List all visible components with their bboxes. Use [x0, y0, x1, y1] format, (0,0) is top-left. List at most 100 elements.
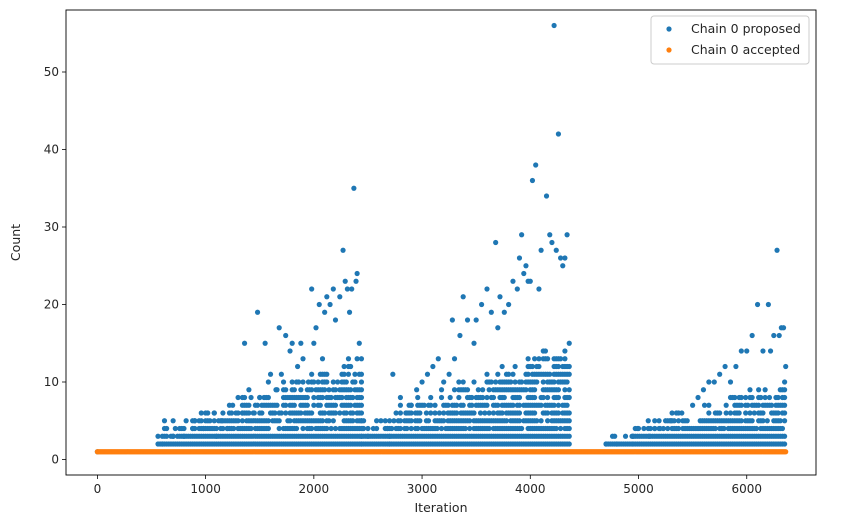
proposed-point [446, 371, 452, 377]
proposed-point [538, 402, 544, 408]
proposed-point [484, 402, 490, 408]
proposed-point [480, 387, 486, 393]
proposed-point [510, 278, 516, 284]
proposed-point [172, 425, 178, 432]
proposed-point [562, 356, 568, 362]
proposed-point [547, 232, 553, 238]
proposed-point [397, 425, 404, 432]
proposed-point [480, 394, 486, 401]
proposed-point [495, 402, 501, 408]
proposed-point [300, 425, 306, 432]
proposed-point [560, 263, 566, 269]
y-tick-label: 50 [44, 65, 59, 79]
proposed-point [438, 425, 445, 432]
proposed-point [566, 394, 572, 401]
proposed-point [276, 425, 282, 432]
proposed-point [352, 371, 358, 377]
proposed-point [298, 340, 304, 346]
proposed-point [190, 425, 196, 432]
proposed-point [462, 425, 468, 432]
proposed-point [456, 379, 462, 385]
proposed-point [646, 433, 652, 439]
proposed-point [497, 294, 503, 300]
proposed-point [777, 418, 783, 424]
proposed-point [749, 332, 755, 339]
proposed-point [228, 410, 235, 416]
proposed-point [441, 418, 447, 424]
proposed-point [358, 387, 365, 393]
proposed-point [555, 131, 562, 137]
proposed-point [358, 356, 365, 362]
proposed-point [510, 371, 516, 377]
proposed-point [213, 425, 220, 432]
proposed-point [235, 418, 241, 424]
proposed-point [408, 402, 414, 408]
proposed-point [257, 394, 263, 401]
proposed-point [397, 410, 404, 416]
proposed-point [378, 418, 384, 424]
proposed-point [324, 425, 330, 432]
proposed-point [386, 418, 393, 424]
proposed-point [782, 402, 788, 408]
proposed-point [344, 286, 350, 292]
proposed-point [350, 418, 356, 424]
proposed-point [207, 418, 213, 424]
proposed-point [516, 394, 523, 401]
proposed-point [486, 387, 492, 393]
proposed-point [647, 425, 654, 432]
proposed-point [454, 410, 460, 416]
proposed-point [782, 410, 788, 416]
proposed-point [408, 410, 414, 416]
proposed-point [540, 379, 546, 385]
proposed-point [324, 371, 330, 377]
proposed-point [295, 363, 301, 370]
proposed-point [493, 239, 499, 246]
proposed-point [744, 348, 750, 354]
proposed-point [486, 425, 492, 432]
proposed-point [274, 402, 280, 408]
proposed-point [267, 371, 274, 377]
proposed-point [700, 387, 707, 393]
proposed-point [723, 410, 729, 416]
proposed-point [762, 387, 768, 393]
proposed-point [192, 418, 198, 424]
proposed-point [428, 410, 434, 416]
proposed-point [769, 402, 775, 408]
proposed-point [749, 394, 755, 401]
proposed-point [414, 387, 420, 393]
proposed-point [358, 402, 365, 408]
proposed-point [499, 363, 505, 370]
proposed-point [438, 387, 445, 393]
proposed-point [246, 410, 252, 416]
proposed-point [200, 425, 207, 432]
proposed-point [738, 418, 744, 424]
proposed-point [316, 301, 322, 308]
proposed-point [403, 410, 409, 416]
proposed-point [467, 425, 473, 432]
proposed-point [516, 255, 523, 261]
accepted-point [783, 449, 789, 455]
proposed-point [393, 410, 399, 416]
proposed-point [532, 410, 538, 416]
proposed-point [555, 394, 562, 401]
proposed-point [512, 379, 518, 385]
x-tick-label: 6000 [731, 482, 762, 496]
proposed-point [265, 425, 271, 432]
proposed-point [521, 270, 527, 277]
proposed-point [254, 402, 261, 408]
proposed-point [562, 255, 568, 261]
proposed-point [351, 185, 357, 191]
proposed-point [668, 418, 674, 424]
proposed-point [220, 425, 226, 432]
proposed-point [421, 402, 427, 408]
proposed-point [332, 410, 339, 416]
proposed-point [467, 418, 473, 424]
proposed-point [231, 425, 237, 432]
proposed-point [665, 425, 671, 432]
proposed-point [776, 332, 782, 339]
proposed-point [298, 387, 304, 393]
proposed-point [553, 247, 559, 253]
proposed-point [534, 418, 540, 424]
proposed-point [562, 387, 568, 393]
proposed-point [313, 325, 319, 331]
